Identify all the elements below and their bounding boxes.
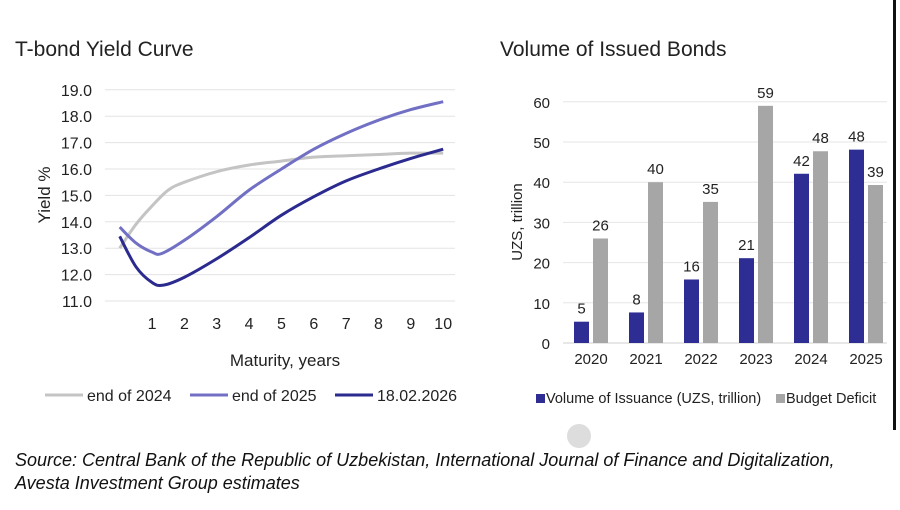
x-tick-label: 2022 xyxy=(684,351,717,368)
x-tick-label: 2024 xyxy=(794,351,827,368)
data-label: 39 xyxy=(867,164,884,181)
legend-label: Budget Deficit xyxy=(786,391,876,407)
y-tick-label: 19.0 xyxy=(61,83,92,100)
legend-swatch xyxy=(536,394,545,403)
data-label: 26 xyxy=(592,217,609,234)
bar-deficit xyxy=(813,151,828,343)
data-label: 8 xyxy=(632,291,640,308)
x-tick-label: 2025 xyxy=(849,351,882,368)
y-tick-label: 30 xyxy=(533,215,550,232)
y-tick-label: 20 xyxy=(533,256,550,273)
y-tick-label: 40 xyxy=(533,175,550,192)
x-tick-label: 8 xyxy=(374,316,383,333)
x-tick-label: 4 xyxy=(245,316,254,333)
bar-issuance xyxy=(849,149,864,343)
x-axis-label: Maturity, years xyxy=(230,351,340,370)
y-tick-label: 10 xyxy=(533,296,550,313)
bar-deficit xyxy=(703,201,718,343)
series-line-end-of-2025 xyxy=(118,100,444,256)
data-label: 42 xyxy=(793,153,810,170)
y-tick-label: 60 xyxy=(533,95,550,112)
y-axis-label: UZS, trillion xyxy=(509,183,526,261)
data-label: 59 xyxy=(757,85,774,102)
data-label: 48 xyxy=(848,129,865,146)
y-tick-label: 15.0 xyxy=(61,188,92,205)
bar-issuance xyxy=(684,279,699,343)
data-label: 35 xyxy=(702,181,719,198)
y-tick-label: 13.0 xyxy=(61,241,92,258)
y-tick-label: 11.0 xyxy=(62,294,92,311)
cursor-dot xyxy=(567,424,591,448)
x-tick-label: 6 xyxy=(309,316,318,333)
bar-issuance xyxy=(739,258,754,343)
y-tick-label: 12.0 xyxy=(61,268,92,285)
legend-label: Volume of Issuance (UZS, trillion) xyxy=(546,391,761,407)
x-tick-label: 2 xyxy=(180,316,189,333)
x-tick-label: 10 xyxy=(434,316,452,333)
data-label: 16 xyxy=(683,258,700,275)
x-tick-label: 7 xyxy=(342,316,351,333)
data-label: 40 xyxy=(647,161,664,178)
charts-canvas: 11.0 12.0 13.0 14.0 15.0 16.0 17.0 18.0 19.0 1 2 3 4… xyxy=(35,83,887,407)
bonds-chart-title: Volume of Issued Bonds xyxy=(500,38,727,61)
x-tick-label: 2023 xyxy=(739,351,772,368)
bar-deficit xyxy=(758,105,773,343)
legend-label: end of 2025 xyxy=(232,388,317,405)
bar-deficit xyxy=(648,182,663,343)
right-border xyxy=(893,0,896,430)
data-label: 48 xyxy=(812,130,829,147)
bar-issuance xyxy=(794,173,809,343)
y-tick-label: 16.0 xyxy=(61,162,92,179)
yield-curve-title: T-bond Yield Curve xyxy=(15,38,194,61)
x-tick-label: 5 xyxy=(277,316,286,333)
series-line-18-02-2026 xyxy=(118,147,444,288)
y-tick-label: 18.0 xyxy=(61,109,92,126)
bar-deficit xyxy=(593,238,608,343)
source-note: Source: Central Bank of the Republic of … xyxy=(15,450,835,493)
y-axis-label: Yield % xyxy=(35,166,54,223)
x-tick-label: 2020 xyxy=(574,351,607,368)
data-label: 21 xyxy=(738,237,755,254)
x-tick-label: 3 xyxy=(212,316,221,333)
y-tick-label: 0 xyxy=(542,336,550,353)
bar-issuance xyxy=(629,312,644,343)
x-tick-label: 2021 xyxy=(629,351,662,368)
bar-issuance xyxy=(574,321,589,343)
data-label: 5 xyxy=(577,301,585,318)
y-tick-label: 50 xyxy=(533,135,550,152)
legend-label: 18.02.2026 xyxy=(377,388,457,405)
series-line-end-of-2024 xyxy=(118,151,444,250)
bar-deficit xyxy=(868,185,883,343)
y-tick-label: 17.0 xyxy=(61,136,92,153)
legend-swatch xyxy=(776,394,785,403)
y-tick-label: 14.0 xyxy=(61,215,92,232)
x-tick-label: 1 xyxy=(148,316,157,333)
legend-label: end of 2024 xyxy=(87,388,172,405)
x-tick-label: 9 xyxy=(406,316,415,333)
